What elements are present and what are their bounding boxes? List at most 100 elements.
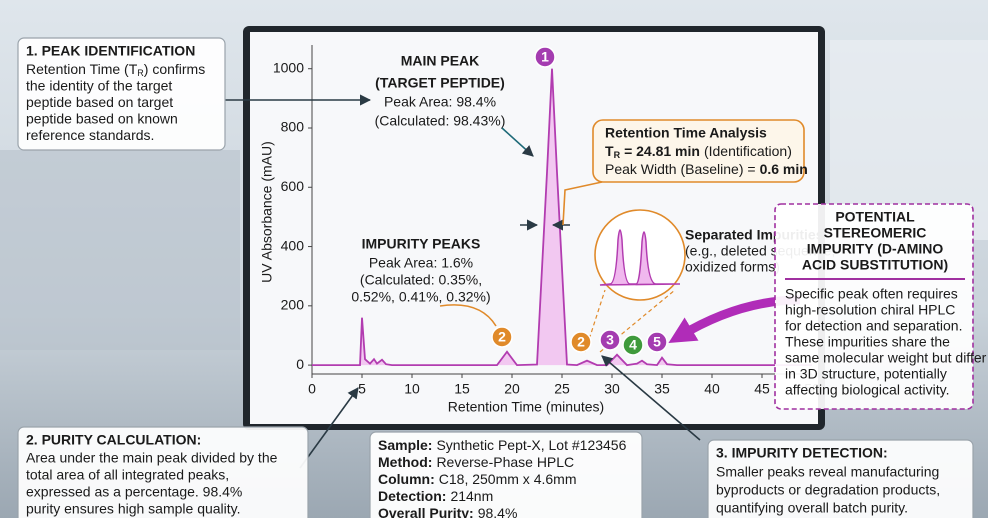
x-tick-label: 35 bbox=[654, 381, 670, 397]
lab-bench bbox=[0, 150, 240, 350]
text-part: Synthetic Pept-X, Lot #123456 bbox=[436, 437, 626, 453]
y-tick-label: 1000 bbox=[273, 59, 304, 75]
stereo-text: Specific peak often requires bbox=[785, 286, 958, 302]
y-tick-label: 200 bbox=[281, 297, 305, 313]
chromatogram-line bbox=[312, 68, 812, 367]
peak-badge bbox=[534, 46, 556, 68]
panel-text: total area of all integrated peaks, bbox=[26, 467, 229, 483]
retention-box bbox=[592, 119, 805, 183]
stereo-text: in 3D structure, potentially bbox=[785, 366, 947, 382]
sample-box bbox=[369, 431, 643, 518]
pointer bbox=[299, 387, 359, 469]
stereo-text: same molecular weight but differ bbox=[785, 350, 987, 366]
impurity-text: IMPURITY PEAKS bbox=[362, 236, 481, 252]
callout-line bbox=[562, 181, 603, 226]
panel-title: 1. PEAK IDENTIFICATION bbox=[26, 43, 195, 59]
text-part: 98.4% bbox=[478, 505, 518, 518]
y-tick-label: 800 bbox=[281, 119, 305, 135]
impurity-text: Peak Area: 1.6% bbox=[369, 255, 473, 271]
badge-label: 3 bbox=[606, 332, 614, 348]
peak-badge bbox=[491, 326, 513, 348]
text-part: Retention Time (T bbox=[26, 61, 138, 77]
text-part: 214nm bbox=[450, 488, 493, 504]
stereo-box bbox=[774, 203, 974, 410]
main-peak-text: (TARGET PEPTIDE) bbox=[375, 75, 505, 91]
panel-text: expressed as a percentage. 98.4% bbox=[26, 484, 242, 500]
x-tick-label: 10 bbox=[404, 381, 420, 397]
text-part: C18, 250mm x 4.6mm bbox=[439, 471, 577, 487]
panel-text: reference standards. bbox=[26, 127, 154, 143]
stereo-title: POTENTIAL bbox=[835, 209, 915, 225]
text-part: 0.6 min bbox=[760, 161, 808, 177]
sample-line: Sample: Synthetic Pept-X, Lot #123456 bbox=[378, 437, 627, 453]
stereo-text: These impurities share the bbox=[785, 334, 950, 350]
text-part: = 24.81 min bbox=[624, 143, 700, 159]
panel-title: 3. IMPURITY DETECTION: bbox=[716, 445, 888, 461]
stereo-title: STEREOMERIC bbox=[824, 225, 927, 241]
sample-line: Overall Purity: 98.4% bbox=[378, 505, 517, 518]
stereo-title: IMPURITY (D-AMINO bbox=[807, 241, 944, 257]
stereo-title: ACID SUBSTITUTION) bbox=[802, 257, 948, 273]
text-part: Method: bbox=[378, 454, 432, 470]
panel-text: peptide based on target bbox=[26, 94, 173, 110]
sample-line: Column: C18, 250mm x 4.6mm bbox=[378, 471, 576, 487]
text-part: Detection: bbox=[378, 488, 446, 504]
x-axis-label: Retention Time (minutes) bbox=[448, 399, 604, 415]
panel-text: Area under the main peak divided by the bbox=[26, 450, 278, 466]
stereo-text: high-resolution chiral HPLC bbox=[785, 302, 955, 318]
text-part: ) confirms bbox=[144, 61, 205, 77]
pointer bbox=[601, 355, 701, 441]
x-tick-label: 5 bbox=[358, 381, 366, 397]
stereo-text: affecting biological activity. bbox=[785, 382, 949, 398]
badge-label: 1 bbox=[541, 49, 549, 65]
text-part: Peak Width (Baseline) = bbox=[605, 161, 756, 177]
x-tick-label: 25 bbox=[554, 381, 570, 397]
badge-label: 4 bbox=[629, 337, 637, 353]
y-tick-label: 0 bbox=[296, 356, 304, 372]
pointer bbox=[439, 304, 497, 327]
text-part: (Identification) bbox=[704, 143, 792, 159]
panel-text: quantifying overall batch purity. bbox=[716, 500, 908, 516]
y-tick-label: 600 bbox=[281, 178, 305, 194]
panel-text: Smaller peaks reveal manufacturing bbox=[716, 464, 939, 480]
text-part: Sample: bbox=[378, 437, 432, 453]
pointer bbox=[501, 127, 534, 157]
separated-text: oxidized forms) bbox=[685, 259, 780, 275]
text-part: R bbox=[614, 150, 621, 160]
retention-value: TR = 24.81 min (Identification) bbox=[605, 143, 792, 161]
panel-text: purity ensures high sample quality. bbox=[26, 501, 241, 517]
zoom-inset bbox=[594, 209, 686, 301]
sample-line: Method: Reverse-Phase HPLC bbox=[378, 454, 574, 470]
badge-label: 5 bbox=[653, 334, 661, 350]
text-part: Reverse-Phase HPLC bbox=[436, 454, 574, 470]
panel bbox=[17, 426, 309, 518]
text-part: Column: bbox=[378, 471, 435, 487]
panel bbox=[17, 37, 226, 151]
retention-title: Retention Time Analysis bbox=[605, 125, 767, 141]
x-tick-label: 20 bbox=[504, 381, 520, 397]
x-tick-label: 45 bbox=[754, 381, 770, 397]
panel bbox=[707, 439, 974, 518]
badge-label: 2 bbox=[577, 334, 585, 350]
peak-width: Peak Width (Baseline) = 0.6 min bbox=[605, 161, 808, 177]
main-peak-text: MAIN PEAK bbox=[401, 53, 480, 69]
x-tick-label: 15 bbox=[454, 381, 470, 397]
zoom-peaks bbox=[599, 229, 681, 286]
panel-title: 2. PURITY CALCULATION: bbox=[26, 432, 201, 448]
panel-text: byproducts or degradation products, bbox=[716, 482, 940, 498]
main-peak-text: (Calculated: 98.43%) bbox=[375, 113, 506, 129]
impurity-text: 0.52%, 0.41%, 0.32%) bbox=[351, 289, 490, 305]
badge-label: 2 bbox=[498, 329, 506, 345]
text-part: Overall Purity: bbox=[378, 505, 474, 518]
peak-badge bbox=[599, 329, 621, 351]
panel-text: peptide based on known bbox=[26, 111, 178, 127]
x-tick-label: 30 bbox=[604, 381, 620, 397]
sample-line: Detection: 214nm bbox=[378, 488, 493, 504]
y-axis-label: UV Absorbance (mAU) bbox=[259, 141, 275, 283]
y-tick-label: 400 bbox=[281, 237, 305, 253]
text-part: T bbox=[605, 143, 614, 159]
x-tick-label: 0 bbox=[308, 381, 316, 397]
peak-badge bbox=[622, 334, 644, 356]
x-tick-label: 40 bbox=[704, 381, 720, 397]
